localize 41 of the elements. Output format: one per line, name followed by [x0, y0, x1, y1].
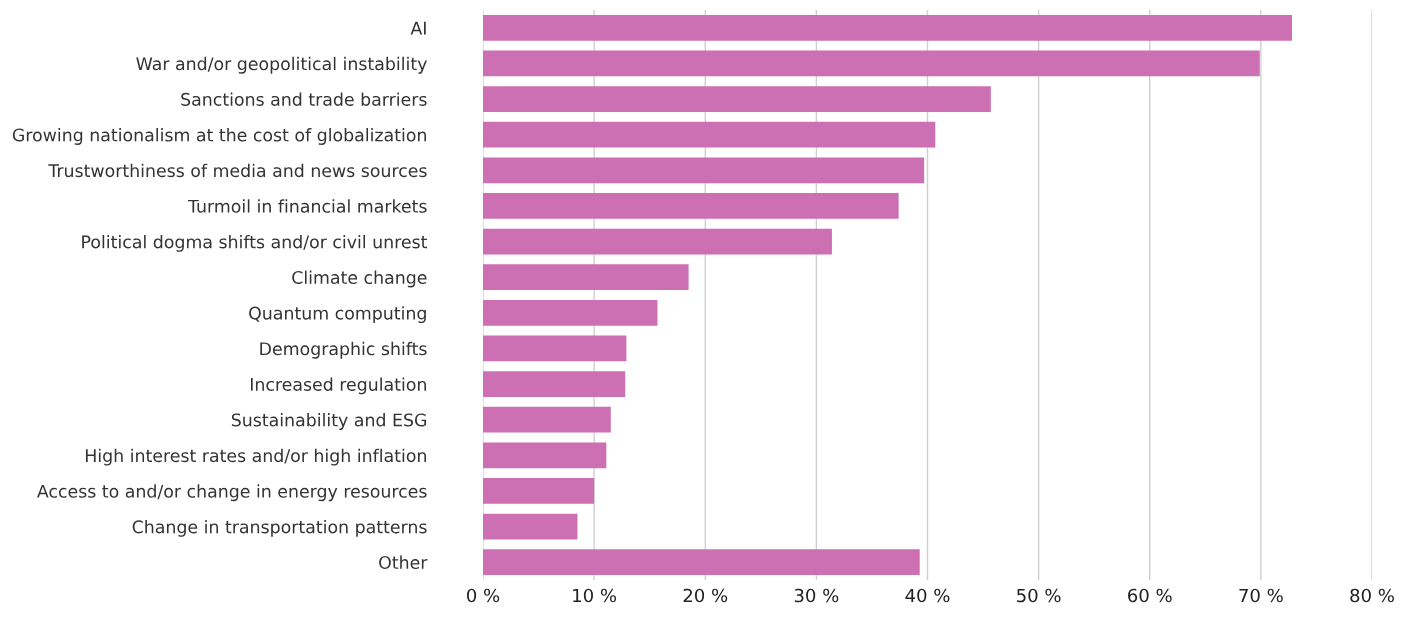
bar	[483, 513, 578, 540]
bar	[483, 371, 626, 397]
y-tick-label: Access to and/or change in energy resources	[37, 484, 427, 502]
bar	[483, 14, 1292, 41]
x-tick-label: 0 %	[467, 588, 500, 603]
y-tick-label: Other	[379, 555, 428, 570]
x-tick-label: 30 %	[794, 588, 839, 603]
x-tick-label: 70 %	[1239, 588, 1283, 603]
y-tick-label: AI	[410, 21, 426, 35]
bar	[483, 549, 920, 576]
bar	[483, 193, 899, 219]
x-tick-label: 40 %	[905, 588, 950, 603]
y-tick-label: Growing nationalism at the cost of globalization	[12, 128, 426, 145]
x-tick-label: 50 %	[1017, 588, 1061, 603]
bar	[483, 478, 595, 504]
bar	[483, 335, 627, 362]
y-tick-label: Turmoil in financial markets	[187, 199, 427, 213]
y-tick-label: Sanctions and trade barriers	[181, 92, 427, 106]
bar	[483, 228, 832, 255]
bar	[483, 86, 991, 112]
bar	[483, 50, 1260, 77]
bar	[483, 157, 925, 184]
y-tick-label: Increased regulation	[250, 377, 426, 395]
bar	[483, 442, 607, 469]
bar	[483, 299, 658, 326]
x-tick-label: 20 %	[683, 588, 728, 603]
y-tick-label: Climate change	[292, 270, 427, 288]
x-tick-label: 10 %	[573, 588, 617, 603]
y-tick-label: Demographic shifts	[260, 341, 427, 359]
bar	[483, 406, 611, 433]
bar	[483, 121, 936, 148]
y-tick-label: War and/or geopolitical instability	[136, 56, 427, 74]
bar	[483, 264, 689, 291]
x-tick-label: 80 %	[1350, 588, 1394, 603]
y-tick-label: Trustworthiness of media and news sources	[48, 163, 427, 178]
x-tick-label: 60 %	[1128, 588, 1172, 603]
y-tick-label: Political dogma shifts and/or civil unrest	[82, 234, 428, 252]
y-tick-label: Change in transportation patterns	[132, 519, 427, 537]
y-tick-label: Quantum computing	[249, 306, 426, 324]
y-tick-label: Sustainability and ESG	[231, 413, 427, 430]
y-tick-label: High interest rates and/or high inflation	[85, 448, 426, 466]
